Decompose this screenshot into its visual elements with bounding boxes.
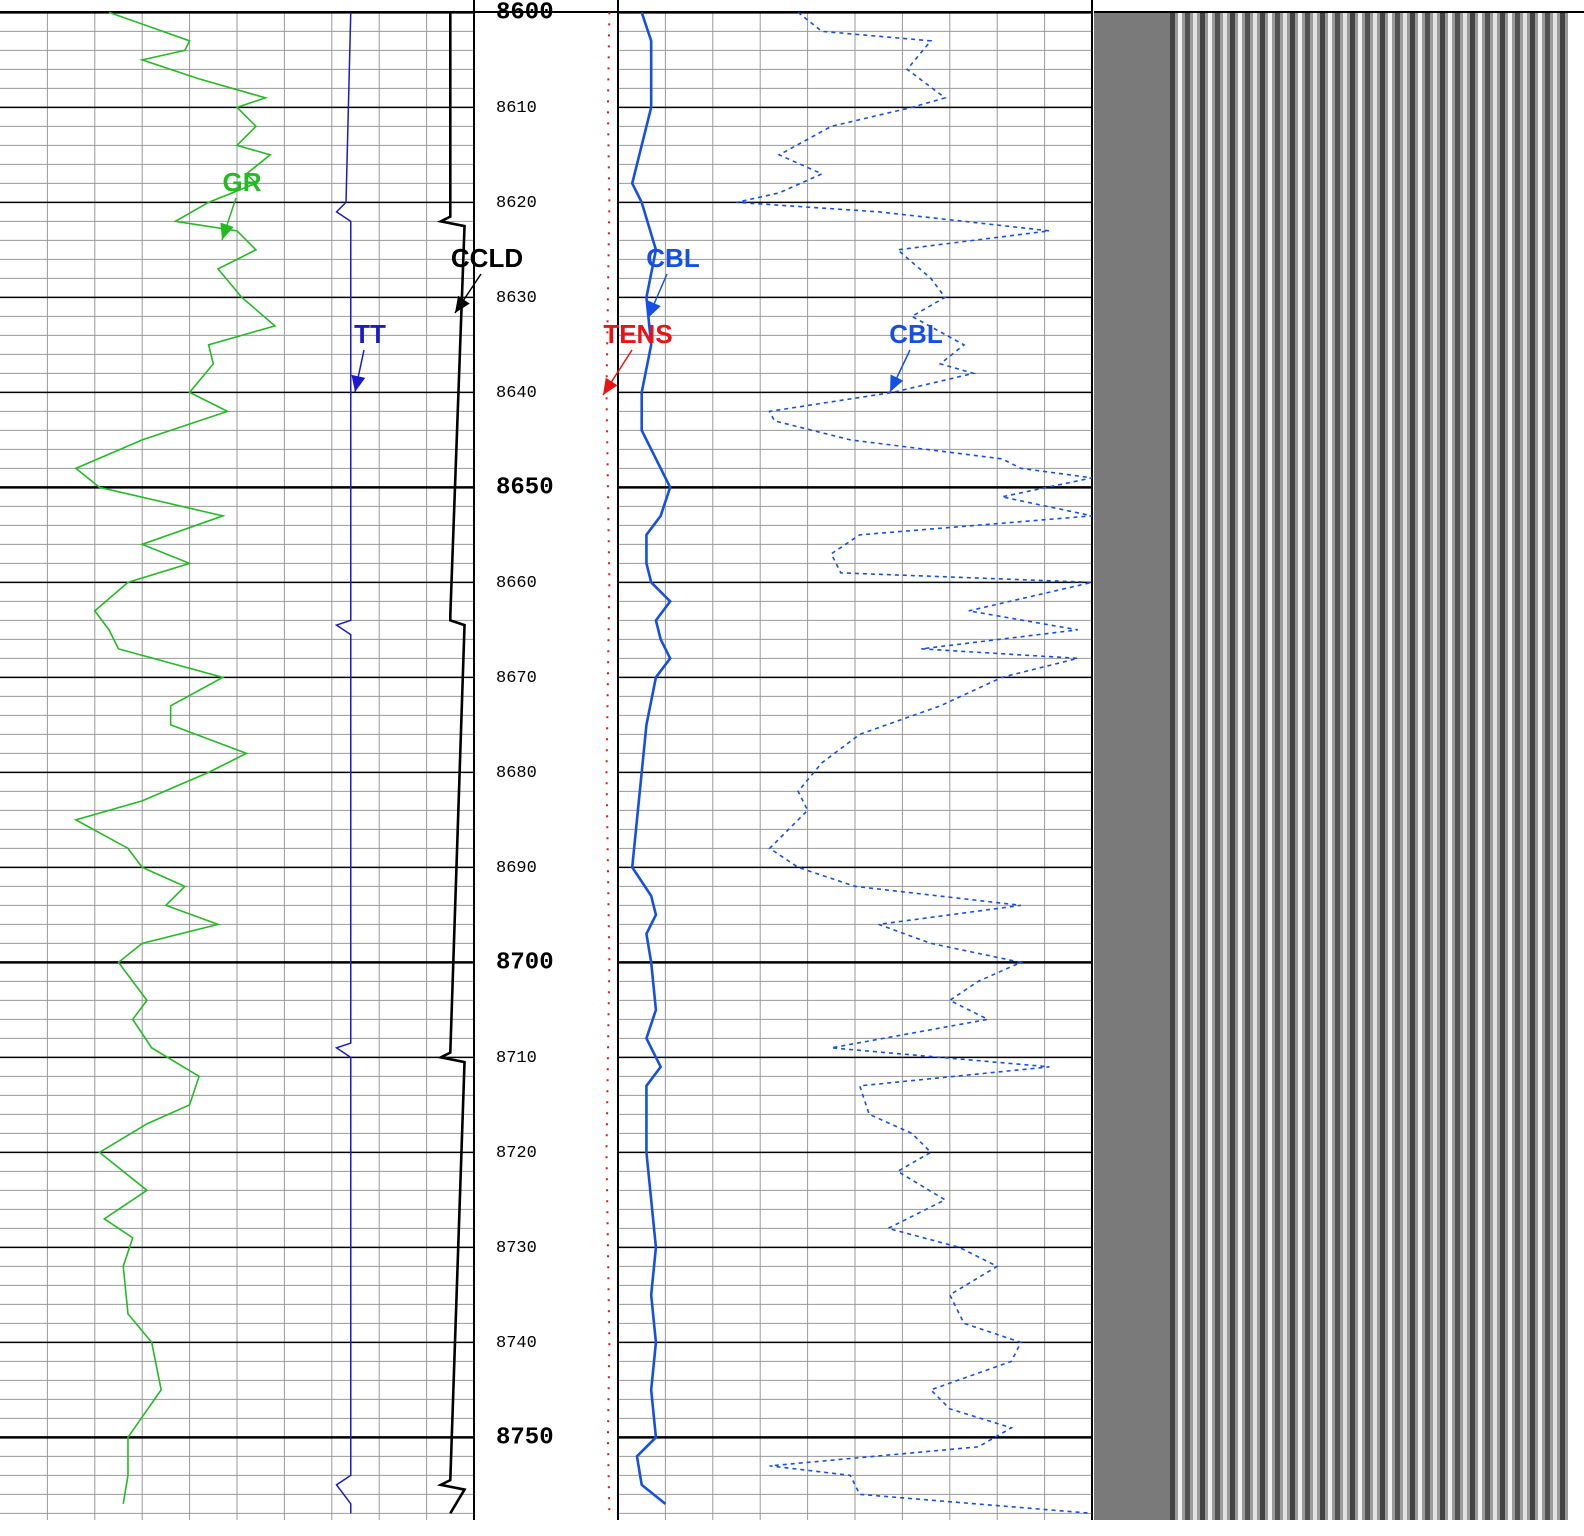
depth-label: 8650 [496, 475, 554, 502]
depth-label: 8720 [496, 1144, 537, 1163]
log-curve [630, 11, 672, 1505]
annotation-arrowhead [351, 374, 366, 392]
depth-label: 8680 [496, 764, 537, 783]
vdl-image [1170, 12, 1568, 1520]
annotation-arrowhead [890, 374, 904, 392]
depth-label: 8670 [496, 669, 537, 688]
depth-label: 8700 [496, 950, 554, 977]
depth-label: 8660 [496, 574, 537, 593]
annotation-label: GR [223, 167, 262, 197]
log-curve [736, 11, 1093, 1515]
depth-label: 8640 [496, 384, 537, 403]
depth-label: 8630 [496, 289, 537, 308]
log-curve [436, 12, 467, 1515]
annotation-label: CBL [889, 319, 943, 349]
depth-label: 8600 [496, 0, 554, 27]
annotation-label: CBL [646, 243, 700, 273]
depth-label: 8750 [496, 1425, 554, 1452]
depth-label: 8620 [496, 194, 537, 213]
depth-label: 8690 [496, 859, 537, 878]
annotation-arrowhead [220, 222, 234, 240]
labels: 8600 8610 8620 8630 8640 8650 8660 8670 8680 8690… [220, 0, 943, 1452]
depth-label: 8740 [496, 1334, 537, 1353]
depth-label: 8730 [496, 1239, 537, 1258]
annotation-arrowhead [647, 300, 661, 318]
annotation-label: TENS [603, 319, 672, 349]
vdl-background [1094, 12, 1170, 1520]
log-curve [605, 12, 611, 1514]
curves [73, 11, 1093, 1515]
annotation-arrowhead [603, 377, 618, 395]
annotation-arrowhead [455, 295, 470, 313]
depth-label: 8610 [496, 99, 537, 118]
log-curve [73, 11, 277, 1504]
annotation-label: CCLD [451, 243, 523, 273]
log-curve [334, 12, 352, 1514]
annotation-label: TT [354, 319, 386, 349]
depth-label: 8710 [496, 1049, 537, 1068]
